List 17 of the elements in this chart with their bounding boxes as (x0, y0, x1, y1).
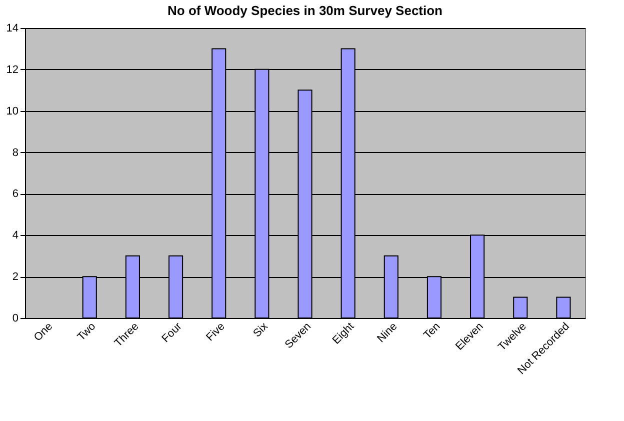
y-tick-label: 2 (12, 271, 18, 284)
x-tick-label: Two (75, 320, 98, 344)
y-tick-label: 12 (6, 64, 18, 76)
x-tick-label: Six (251, 320, 271, 340)
y-tick-label: 4 (12, 230, 18, 242)
y-tick-label: 0 (12, 312, 18, 324)
y-tick-label: 14 (6, 22, 18, 34)
x-tick-label: Five (204, 320, 228, 344)
chart-title: No of Woody Species in 30m Survey Section (168, 3, 443, 18)
bar (513, 296, 528, 318)
y-tick-label: 8 (12, 146, 18, 159)
y-tick-label: 6 (12, 188, 18, 200)
x-tick-label: Nine (375, 320, 400, 345)
y-tick-label: 10 (6, 105, 18, 118)
x-tick-label: Ten (422, 320, 443, 342)
bar (556, 296, 571, 318)
x-tick-label: One (32, 320, 56, 344)
